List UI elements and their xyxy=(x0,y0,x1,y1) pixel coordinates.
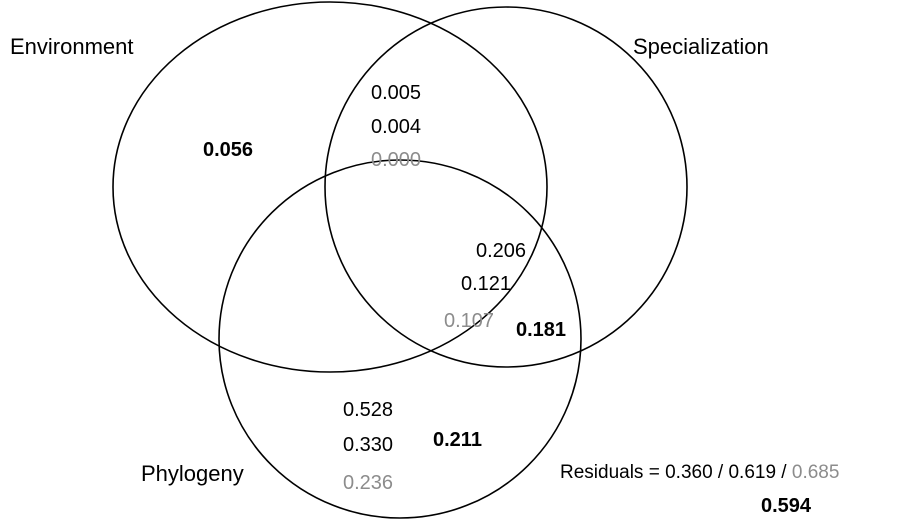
phylogeny-label: Phylogeny xyxy=(141,461,244,486)
env-spec-value-1: 0.005 xyxy=(371,82,421,104)
phylogeny-only-value-2: 0.330 xyxy=(343,434,393,456)
environment-circle xyxy=(112,1,548,373)
phylogeny-circle xyxy=(218,159,582,519)
env-spec-value-3: 0.000 xyxy=(371,149,421,171)
spec-phylo-value-3: 0.107 xyxy=(444,310,494,332)
residuals-value-2: 0.619 xyxy=(728,462,776,483)
environment-only-bold-value: 0.056 xyxy=(203,139,253,161)
residuals-line: Residuals = 0.360 / 0.619 / 0.685 xyxy=(560,462,839,483)
residuals-value-1: 0.360 xyxy=(665,462,713,483)
phylogeny-only-bold-value: 0.211 xyxy=(433,429,482,451)
env-spec-value-2: 0.004 xyxy=(371,116,421,138)
environment-label: Environment xyxy=(10,34,134,59)
residuals-prefix: Residuals = xyxy=(560,462,665,483)
residuals-separator-1: / xyxy=(713,462,729,483)
spec-phylo-value-1: 0.206 xyxy=(476,240,526,262)
specialization-circle xyxy=(324,6,688,368)
specialization-label: Specialization xyxy=(633,34,769,59)
residuals-value-3: 0.685 xyxy=(792,462,840,483)
residuals-separator-2: / xyxy=(776,462,792,483)
spec-phylo-value-2: 0.121 xyxy=(461,273,511,295)
residuals-bold-value: 0.594 xyxy=(761,495,812,517)
spec-phylo-bold-value: 0.181 xyxy=(516,319,566,341)
phylogeny-only-value-1: 0.528 xyxy=(343,399,393,421)
phylogeny-only-value-3: 0.236 xyxy=(343,472,393,494)
